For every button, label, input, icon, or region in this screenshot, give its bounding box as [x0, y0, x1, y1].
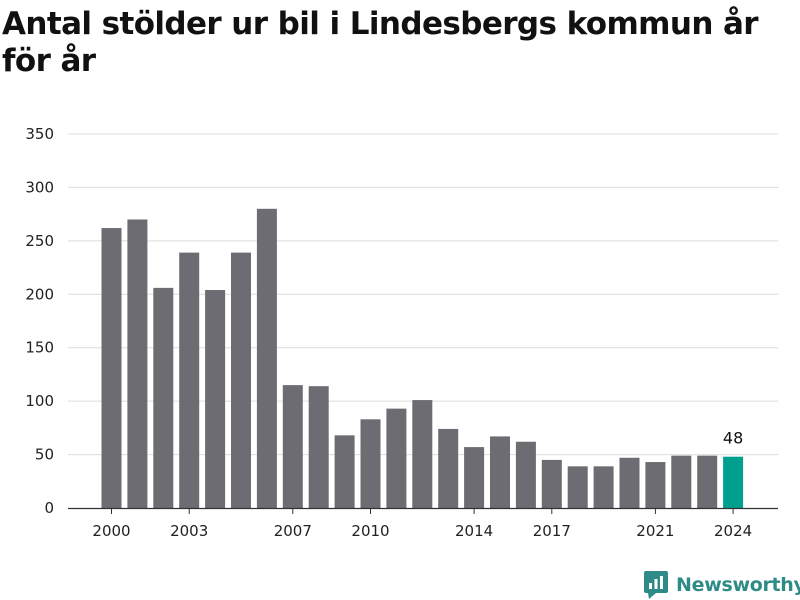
bar-2023	[697, 455, 718, 508]
bar-2019	[593, 466, 614, 508]
bars	[101, 208, 744, 509]
bar-2011	[386, 408, 407, 508]
bar-2006	[256, 208, 277, 509]
y-tick-label: 100	[25, 392, 54, 410]
y-tick-label: 250	[25, 232, 54, 250]
y-tick-label: 150	[25, 339, 54, 357]
y-axis-ticks: 0 50 100 150 200 250 300 350	[25, 125, 54, 517]
y-tick-label: 350	[25, 125, 54, 143]
bar-2000	[101, 228, 122, 508]
bar-2013	[438, 428, 459, 508]
bar-2003	[179, 252, 200, 508]
bar-2010	[360, 419, 381, 508]
y-tick-label: 300	[25, 178, 54, 196]
data-label: 48	[723, 429, 743, 448]
bar-2005	[231, 252, 251, 508]
y-tick-label: 50	[35, 446, 54, 464]
x-tick-label: 2014	[455, 522, 493, 540]
bar-2008	[308, 386, 329, 508]
bar-2022	[671, 455, 692, 508]
chart-title: Antal stölder ur bil i Lindesbergs kommu…	[2, 6, 759, 79]
bar-2018	[567, 466, 588, 508]
y-tick-label: 200	[25, 285, 54, 303]
x-tick-label: 2007	[274, 522, 312, 540]
bar-2004	[205, 290, 226, 508]
bar-2002	[153, 287, 174, 508]
bar-2020	[619, 457, 640, 508]
bar-2021	[645, 462, 666, 508]
bar-2014	[464, 447, 485, 508]
brand-name: Newsworthy	[676, 574, 800, 596]
bar-2012	[412, 400, 433, 508]
y-tick-label: 0	[44, 499, 54, 517]
bar-2015	[490, 436, 510, 508]
data-labels: 48	[723, 429, 743, 448]
brand-logo: Newsworthy	[644, 570, 800, 600]
newsworthy-logo-icon	[644, 571, 668, 599]
bar-2007	[282, 385, 303, 508]
bar-2009	[334, 435, 355, 508]
x-tick-label: 2021	[636, 522, 674, 540]
x-tick-label: 2010	[351, 522, 389, 540]
x-tick-label: 2024	[714, 522, 752, 540]
bar-2017	[541, 459, 562, 508]
x-tick-label: 2017	[533, 522, 571, 540]
bar-2016	[515, 441, 536, 508]
x-axis-ticks: 2000 2003 2007 2010 2014 2017 2021 2024	[92, 508, 752, 540]
x-tick-label: 2000	[92, 522, 130, 540]
x-tick-label: 2003	[170, 522, 208, 540]
bar-2024	[723, 456, 744, 508]
bar-2001	[127, 219, 148, 508]
